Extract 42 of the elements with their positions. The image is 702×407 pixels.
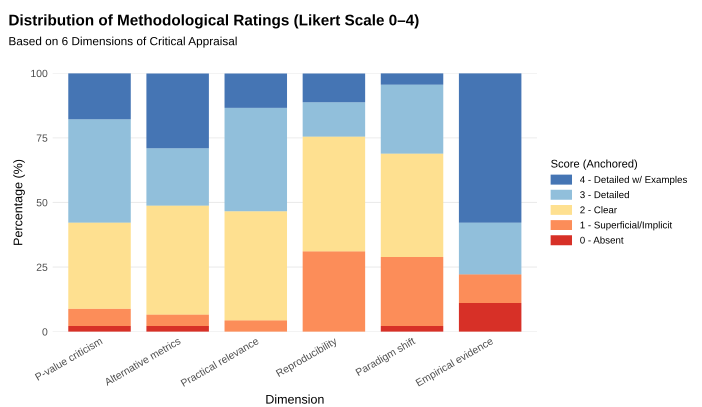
y-axis-title: Percentage (%) xyxy=(13,160,25,245)
y-tick-label: 25 xyxy=(36,264,48,271)
y-tick-label: 75 xyxy=(36,134,48,142)
bar xyxy=(146,206,209,315)
bar xyxy=(302,251,366,332)
bar xyxy=(302,136,366,252)
chart-subtitle: Based on 6 Dimensions of Critical Appraisal xyxy=(9,36,237,48)
bar xyxy=(458,73,522,223)
legend-label: 3 - Detailed xyxy=(580,191,629,198)
bar xyxy=(458,303,522,332)
bar xyxy=(302,74,366,102)
legend-label: 0 - Absent xyxy=(580,236,624,244)
bar xyxy=(68,326,131,332)
legend-title: Score (Anchored) xyxy=(551,159,638,170)
bar xyxy=(68,73,131,120)
bar xyxy=(224,320,288,332)
bar xyxy=(380,257,444,326)
bar xyxy=(380,154,444,258)
legend-label: 2 - Clear xyxy=(580,206,617,214)
bar xyxy=(146,326,209,332)
bar xyxy=(224,211,288,320)
legend-label: 4 - Detailed w/ Examples xyxy=(580,176,687,185)
bar xyxy=(224,108,288,212)
x-axis-title: Dimension xyxy=(266,394,324,404)
chart-title: Distribution of Methodological Ratings (Likert Scale 0–4) xyxy=(9,14,419,29)
y-tick-label: 50 xyxy=(36,198,48,206)
bar xyxy=(458,222,522,274)
legend-label: 1 - Superficial/Implicit xyxy=(580,221,672,230)
y-tick-label: 100 xyxy=(31,70,48,78)
bar xyxy=(224,74,288,108)
bar xyxy=(146,148,209,206)
bar xyxy=(68,119,131,223)
bar xyxy=(68,308,131,326)
bar xyxy=(458,274,522,304)
bar xyxy=(380,84,444,154)
y-tick-label: 0 xyxy=(42,328,48,336)
bar xyxy=(302,102,366,137)
bar xyxy=(380,326,444,332)
bar xyxy=(68,222,131,309)
bar xyxy=(146,74,209,148)
bar xyxy=(380,73,444,85)
bar xyxy=(146,314,209,326)
